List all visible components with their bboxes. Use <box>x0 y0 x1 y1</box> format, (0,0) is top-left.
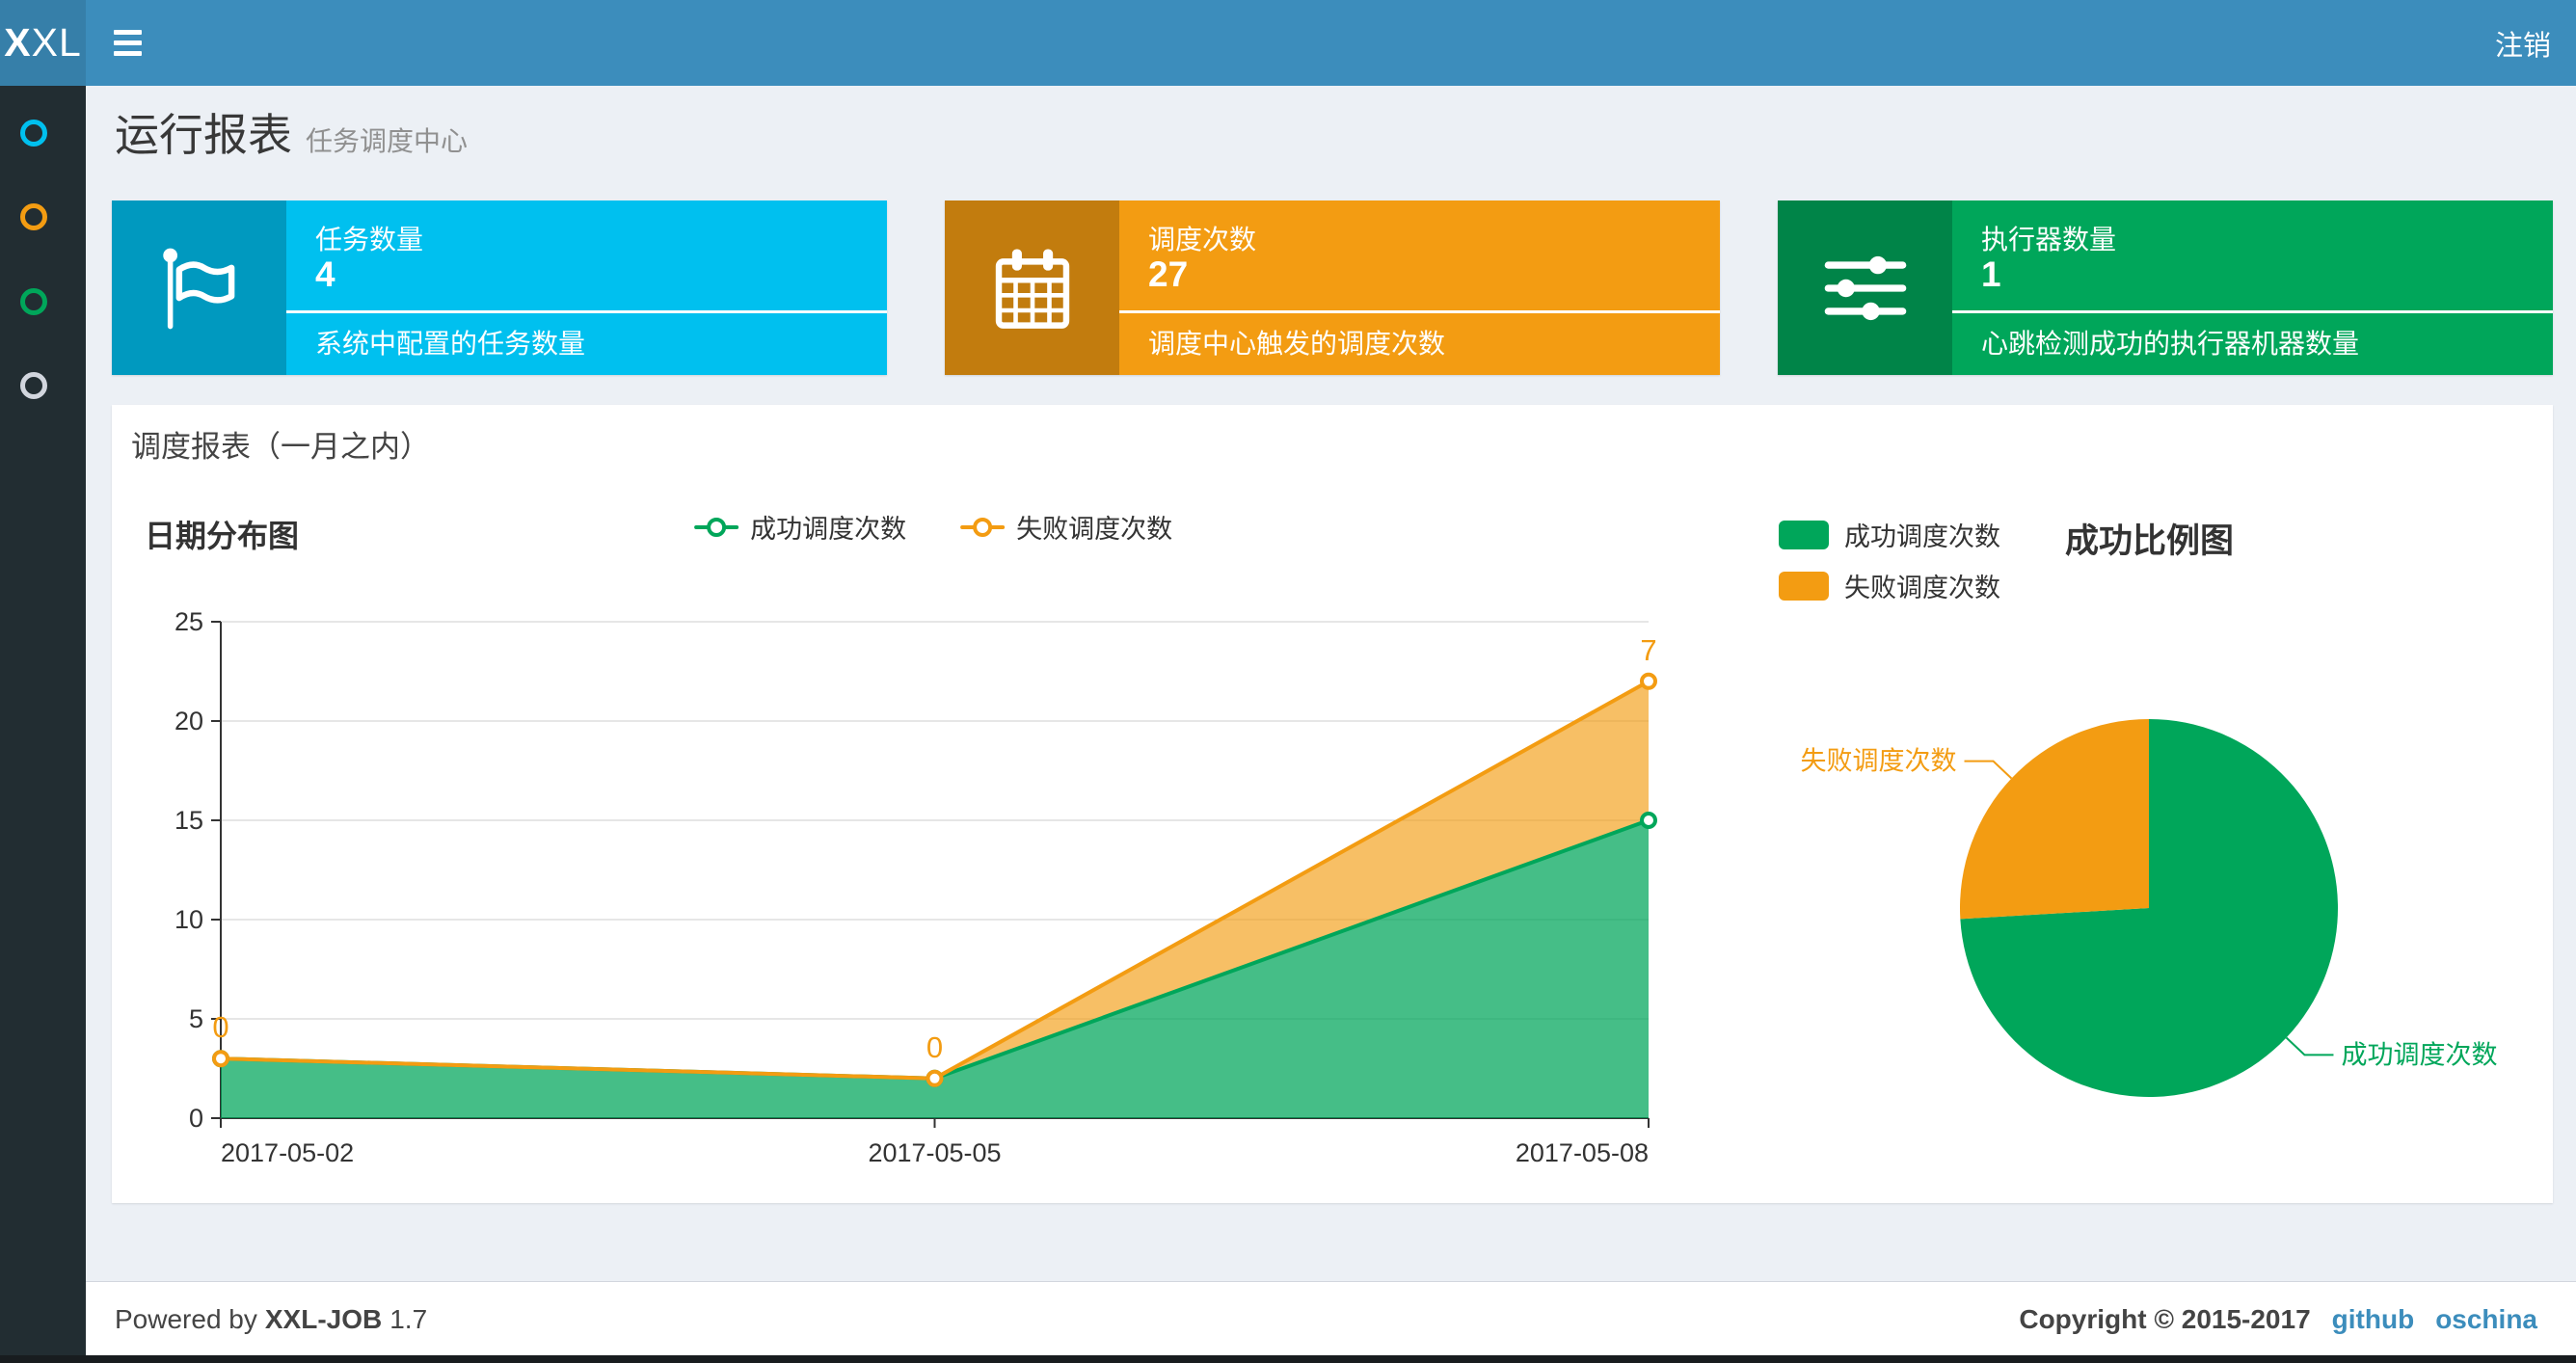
pie-chart-title: 成功比例图 <box>2065 522 2235 560</box>
pie-legend-item-fail[interactable]: 失败调度次数 <box>1779 567 2000 604</box>
left-sidebar <box>0 86 86 1355</box>
page-title: 运行报表 <box>115 110 292 160</box>
legend-label: 失败调度次数 <box>1016 515 1173 544</box>
line-chart-title: 日期分布图 <box>145 519 300 553</box>
svg-text:失败调度次数: 失败调度次数 <box>1801 747 1957 776</box>
copyright-area: Copyright © 2015-2017 github oschina <box>2019 1282 2537 1356</box>
oschina-link[interactable]: oschina <box>2435 1303 2537 1334</box>
line-chart-legend: 成功调度次数 失败调度次数 <box>694 508 1172 546</box>
pie-chart-canvas[interactable]: 成功调度次数 失败调度次数 <box>1764 622 2534 1195</box>
svg-text:5: 5 <box>189 1004 203 1033</box>
github-link[interactable]: github <box>2331 1303 2415 1334</box>
brand-name: XXL-JOB <box>264 1303 383 1334</box>
svg-text:2017-05-08: 2017-05-08 <box>1516 1138 1649 1167</box>
page-subtitle: 任务调度中心 <box>306 126 469 156</box>
pie-legend-label: 成功调度次数 <box>1844 522 2000 551</box>
legend-item-fail[interactable]: 失败调度次数 <box>960 508 1172 546</box>
info-box-divider <box>286 310 887 313</box>
sidebar-item-1-circle-icon[interactable] <box>20 120 47 147</box>
main-footer: Powered by XXL-JOB 1.7 Copyright © 2015-… <box>86 1281 2576 1356</box>
svg-text:15: 15 <box>174 806 203 835</box>
svg-text:0: 0 <box>212 1010 228 1044</box>
copyright-text: Copyright © 2015-2017 <box>2019 1303 2311 1334</box>
page-header: 运行报表 任务调度中心 <box>115 100 468 164</box>
flag-icon <box>112 200 286 375</box>
info-box-description: 心跳检测成功的执行器机器数量 <box>1981 329 2360 359</box>
pie-legend-item-success[interactable]: 成功调度次数 <box>1779 516 2000 553</box>
sidebar-toggle-icon[interactable] <box>96 0 158 86</box>
svg-text:成功调度次数: 成功调度次数 <box>2341 1040 2497 1069</box>
line-circle-marker-icon <box>960 517 1006 537</box>
legend-label: 成功调度次数 <box>750 515 907 544</box>
svg-text:10: 10 <box>174 905 203 934</box>
svg-text:25: 25 <box>174 607 203 636</box>
svg-text:0: 0 <box>926 1030 943 1064</box>
window-bottom-edge <box>0 1355 2576 1363</box>
svg-text:20: 20 <box>174 707 203 735</box>
calendar-icon <box>945 200 1119 375</box>
info-box-label: 执行器数量 <box>1981 225 2117 254</box>
powered-by: Powered by XXL-JOB 1.7 <box>115 1282 427 1356</box>
info-box-divider <box>1119 310 1720 313</box>
logout-link[interactable]: 注销 <box>2494 30 2551 62</box>
sidebar-item-2-circle-icon[interactable] <box>20 203 47 230</box>
info-box-executor-count: 执行器数量 1 心跳检测成功的执行器机器数量 <box>1778 200 2553 375</box>
info-box-trigger-count: 调度次数 27 调度中心触发的调度次数 <box>945 200 1720 375</box>
date-distribution-chart: 日期分布图 成功调度次数 失败调度次数 0 5 10 15 20 25 2017-05-02… <box>145 496 1751 1195</box>
svg-text:0: 0 <box>189 1104 203 1133</box>
info-box-label: 任务数量 <box>315 225 424 254</box>
pie-legend-label: 失败调度次数 <box>1844 574 2000 602</box>
green-swatch-icon <box>1779 520 1829 549</box>
app-logo[interactable]: X XL <box>0 0 86 86</box>
orange-swatch-icon <box>1779 571 1829 601</box>
legend-item-success[interactable]: 成功调度次数 <box>694 508 906 546</box>
info-box-divider <box>1952 310 2553 313</box>
sidebar-item-3-circle-icon[interactable] <box>20 288 47 315</box>
sliders-icon <box>1778 200 1952 375</box>
panel-title: 调度报表（一月之内） <box>131 430 430 464</box>
info-box-label: 调度次数 <box>1148 225 1257 254</box>
sidebar-item-4-circle-icon[interactable] <box>20 372 47 399</box>
svg-text:2017-05-02: 2017-05-02 <box>221 1138 354 1167</box>
line-circle-marker-icon <box>694 517 739 537</box>
powered-prefix: Powered by <box>115 1303 257 1334</box>
info-box-value: 1 <box>1981 254 2001 294</box>
logo-text-rest: XL <box>31 20 82 65</box>
svg-text:2017-05-05: 2017-05-05 <box>868 1138 1001 1167</box>
success-ratio-chart: 成功调度次数 失败调度次数 成功比例图 成功调度次数 失败调度次数 <box>1764 496 2534 1195</box>
top-navbar: X XL 注销 <box>0 0 2576 86</box>
version-number: 1.7 <box>389 1303 428 1334</box>
logo-text-bold: X <box>4 20 32 65</box>
dispatch-report-panel: 调度报表（一月之内） 日期分布图 成功调度次数 失败调度次数 0 5 10 15 20 2… <box>112 405 2553 1203</box>
info-box-value: 4 <box>315 254 335 294</box>
svg-text:7: 7 <box>1640 633 1656 667</box>
info-box-value: 27 <box>1148 254 1189 294</box>
info-box-description: 系统中配置的任务数量 <box>315 329 586 359</box>
info-box-job-count: 任务数量 4 系统中配置的任务数量 <box>112 200 887 375</box>
info-box-description: 调度中心触发的调度次数 <box>1148 329 1446 359</box>
